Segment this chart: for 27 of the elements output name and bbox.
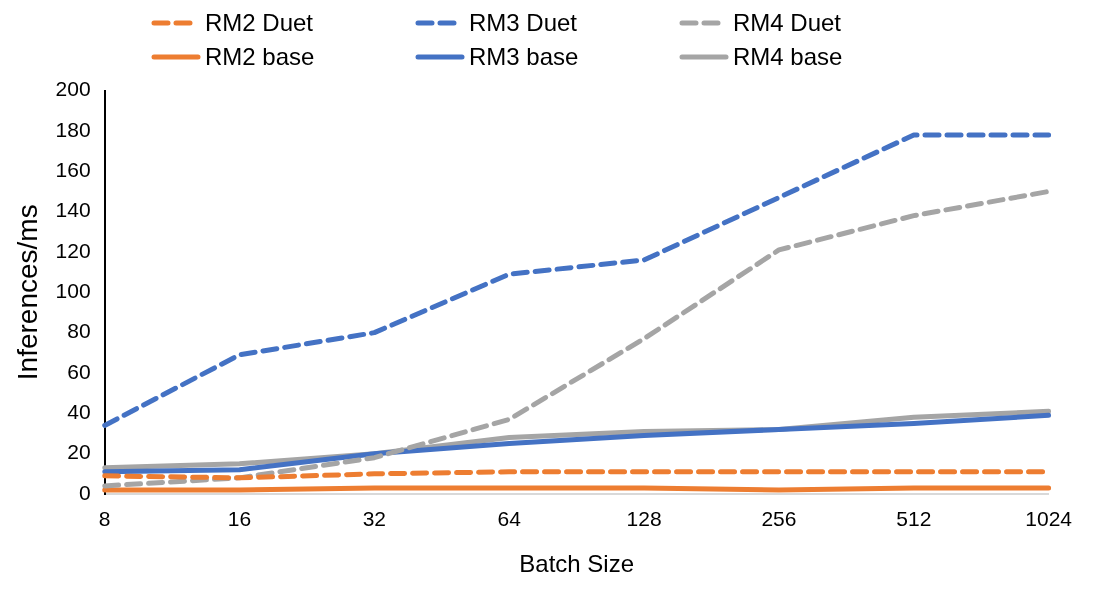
x-tick-label: 1024 [1025, 507, 1073, 531]
y-tick-label: 80 [67, 319, 91, 343]
y-tick-label: 140 [55, 198, 91, 222]
y-tick-label: 180 [55, 117, 91, 141]
x-tick-label: 16 [227, 507, 252, 531]
y-tick-label: 60 [67, 359, 91, 383]
y-tick-label: 120 [55, 238, 91, 262]
y-tick-label: 40 [67, 400, 91, 424]
x-tick-label: 8 [98, 507, 111, 531]
x-tick-label: 512 [896, 507, 932, 531]
y-tick-label: 160 [55, 158, 91, 182]
x-tick-label: 128 [626, 507, 662, 531]
y-tick-label: 20 [67, 440, 91, 464]
legend-label: RM3 Duet [469, 9, 578, 37]
y-tick-label: 200 [55, 77, 91, 101]
legend-label: RM2 Duet [205, 9, 314, 37]
legend-label: RM4 Duet [733, 9, 842, 37]
y-tick-label: 0 [78, 480, 91, 504]
x-tick-label: 32 [362, 507, 387, 531]
legend-label: RM2 base [205, 43, 315, 71]
legend-label: RM3 base [469, 43, 579, 71]
x-tick-label: 256 [761, 507, 797, 531]
y-axis-title: Inferences/ms [11, 204, 43, 381]
y-tick-label: 100 [55, 279, 91, 303]
x-axis-title: Batch Size [519, 550, 635, 578]
x-tick-label: 64 [497, 507, 522, 531]
legend-label: RM4 base [733, 43, 843, 71]
